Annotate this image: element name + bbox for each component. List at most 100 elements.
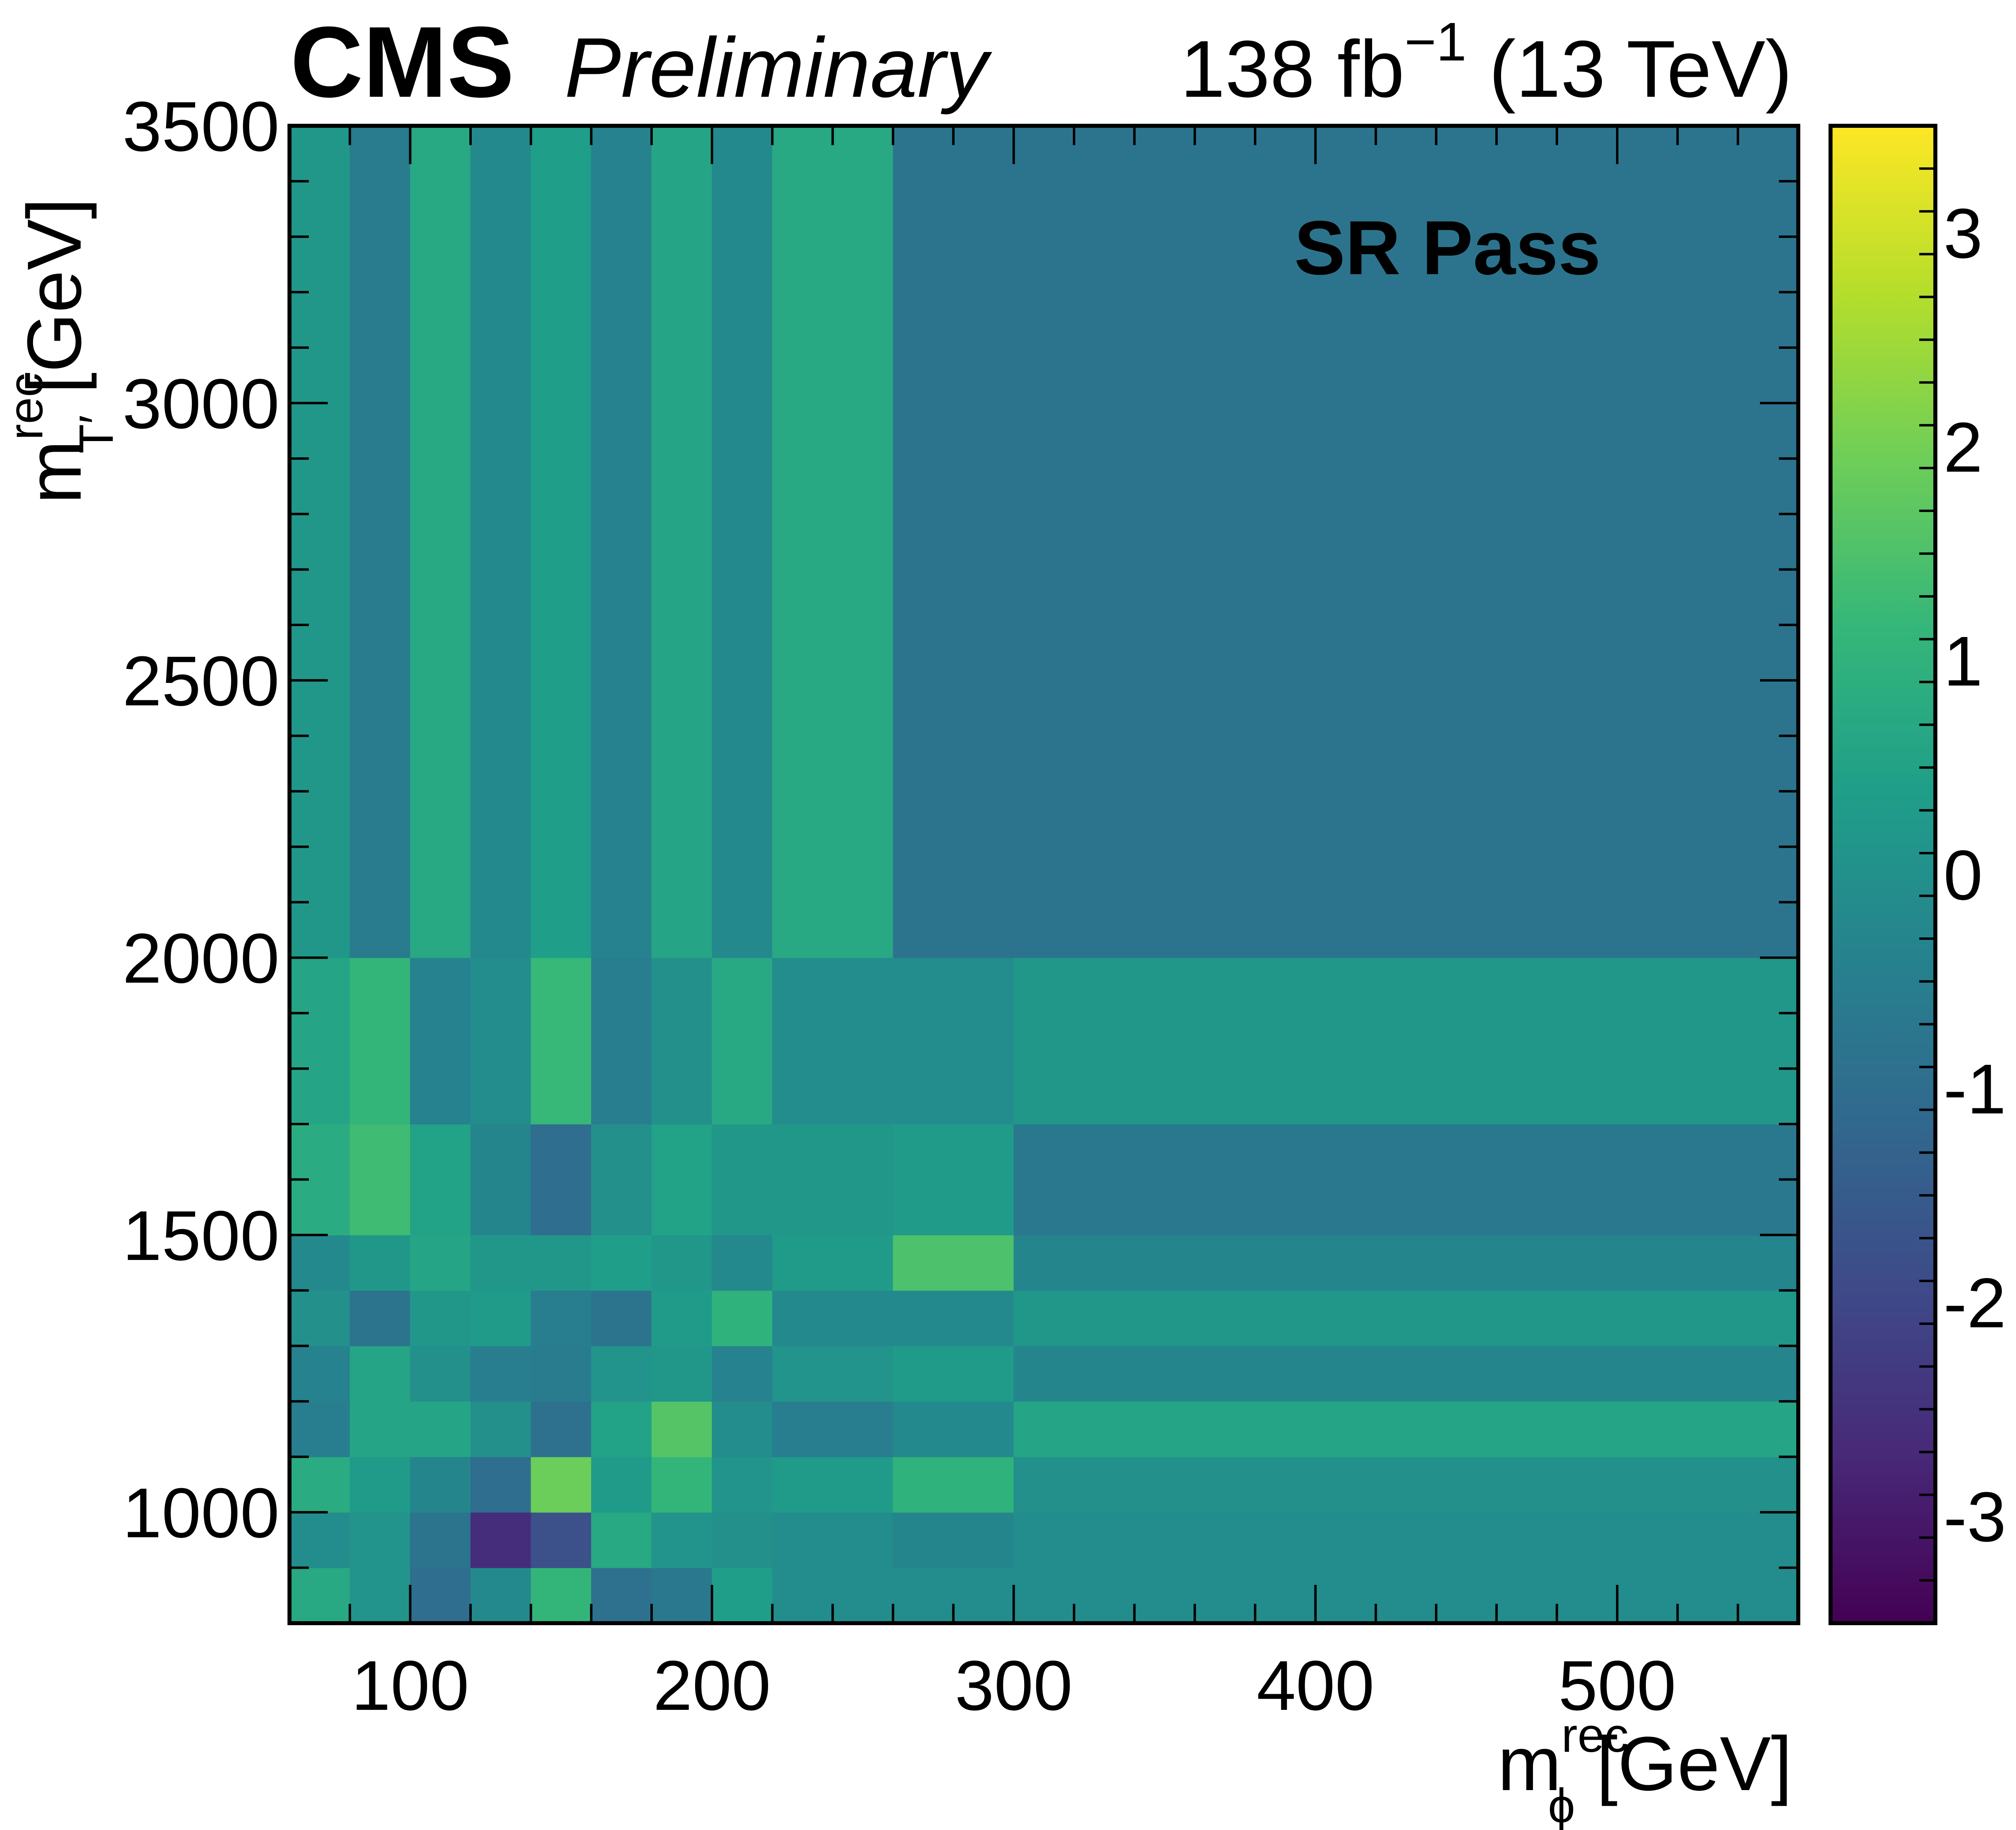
heatmap-cell [531, 1512, 592, 1568]
heatmap-cell [893, 1457, 1014, 1513]
heatmap-cell [772, 1235, 893, 1291]
colorbar-tick-label: 3 [1943, 194, 1983, 273]
heatmap-cell [893, 958, 1014, 1124]
heatmap-cell [410, 958, 471, 1124]
heatmap-cell [470, 1235, 531, 1291]
x-axis-title-sup: rec [1562, 1708, 1629, 1762]
lumi-prefix: 138 fb [1180, 24, 1404, 114]
heatmap-cell [350, 1457, 411, 1513]
experiment-label: CMS [290, 6, 514, 118]
region-title: SR Pass [1294, 205, 1601, 291]
heatmap-cell [531, 1235, 592, 1291]
heatmap-cell [712, 1457, 773, 1513]
heatmap-cell [651, 1345, 712, 1402]
y-axis-title-unit: [GeV] [12, 198, 97, 415]
x-tick-label: 500 [1558, 1647, 1676, 1725]
heatmap-cell [591, 1235, 652, 1291]
colorbar-tick-label: -2 [1943, 1264, 2006, 1343]
y-tick-label: 2000 [123, 919, 279, 998]
heatmap-cell [410, 1124, 471, 1235]
y-axis-title-sub: T′ [69, 415, 123, 454]
x-axis-title-unit: [GeV] [1575, 1721, 1792, 1807]
colorbar-title: (Data - Bkg.) / σ [2012, 126, 2016, 700]
heatmap-cell [470, 1568, 531, 1624]
heatmap-cell [591, 125, 652, 958]
y-tick-label: 1500 [123, 1197, 279, 1275]
lumi-label: 138 fb−1 (13 TeV) [1180, 11, 1792, 114]
heatmap-cell [289, 1457, 350, 1513]
heatmap-cell [651, 1512, 712, 1568]
heatmap-cell [470, 1401, 531, 1457]
heatmap-cell [350, 958, 411, 1124]
heatmap-cell [410, 1345, 471, 1402]
heatmap-cell [893, 125, 1014, 958]
heatmap-cell [289, 958, 350, 1124]
heatmap-cell [470, 1345, 531, 1402]
heatmap-cell [772, 958, 893, 1124]
y-axis-title-sup: rec [0, 373, 53, 440]
heatmap-cell [470, 125, 531, 958]
heatmap-cell [289, 1568, 350, 1624]
heatmap-cell [591, 1568, 652, 1624]
heatmap-cell [1013, 1124, 1799, 1235]
colorbar-tick-label: 0 [1943, 836, 1983, 915]
heatmap-cell [651, 1124, 712, 1235]
heatmap-cell [651, 125, 712, 958]
heatmap-cell [531, 1568, 592, 1624]
heatmap-cell [591, 1401, 652, 1457]
heatmap-cell [410, 125, 471, 958]
plot-frame [287, 124, 1800, 1625]
heatmap-cell [1013, 958, 1799, 1124]
x-tick-label: 200 [653, 1647, 771, 1725]
heatmap-cell [531, 1457, 592, 1513]
y-tick-label: 3500 [123, 87, 279, 166]
heatmap-cells [289, 125, 1799, 1624]
x-axis-title-main: m [1497, 1721, 1561, 1807]
heatmap-cell [712, 1568, 773, 1624]
x-tick-label: 300 [955, 1647, 1073, 1725]
heatmap-cell [531, 958, 592, 1124]
heatmap-cell [651, 1290, 712, 1347]
heatmap-cell [893, 1401, 1014, 1457]
heatmap-cell [410, 1235, 471, 1291]
heatmap-cell [712, 1235, 773, 1291]
x-tick-label: 400 [1257, 1647, 1375, 1725]
heatmap-cell [712, 1345, 773, 1402]
heatmap-cell [470, 958, 531, 1124]
colorbar-tick-label: 1 [1943, 622, 1983, 701]
y-axis-title-main: m [12, 440, 97, 504]
heatmap-cell [410, 1457, 471, 1513]
x-axis-title: mrec ϕ [GeV] [1497, 1708, 1792, 1830]
heatmap-cell [531, 1290, 592, 1347]
heatmap-cell [1013, 1235, 1799, 1291]
colorbar-tick-label: 2 [1943, 408, 1983, 487]
heatmap-cell [350, 1401, 411, 1457]
heatmap-cell [531, 1124, 592, 1235]
x-axis-title-sub: ϕ [1548, 1779, 1575, 1830]
y-tick-label: 1000 [123, 1474, 279, 1553]
heatmap-cell [350, 1124, 411, 1235]
heatmap-cell [350, 1345, 411, 1402]
heatmap-cell [289, 125, 350, 958]
heatmap-cell [893, 1290, 1014, 1347]
heatmap-cell [289, 1290, 350, 1347]
heatmap-cell [470, 1124, 531, 1235]
heatmap-cell [289, 1345, 350, 1402]
heatmap-cell [410, 1401, 471, 1457]
y-tick-label: 2500 [123, 642, 279, 721]
heatmap-cell [651, 1457, 712, 1513]
heatmap-cell [893, 1235, 1014, 1291]
y-axis-title: mrec T′ [GeV] [0, 198, 123, 504]
heatmap-cell [591, 1124, 652, 1235]
heatmap-cell [1013, 1345, 1799, 1402]
heatmap-cell [893, 1124, 1014, 1235]
x-tick-label: 100 [351, 1647, 469, 1725]
heatmap-cell [893, 1512, 1014, 1568]
colorbar-tick-label: -1 [1943, 1050, 2006, 1129]
lumi-suffix: (13 TeV) [1466, 24, 1792, 114]
heatmap-cell [893, 1345, 1014, 1402]
heatmap-cell [772, 1124, 893, 1235]
heatmap-cell [651, 1401, 712, 1457]
heatmap-cell [591, 1290, 652, 1347]
